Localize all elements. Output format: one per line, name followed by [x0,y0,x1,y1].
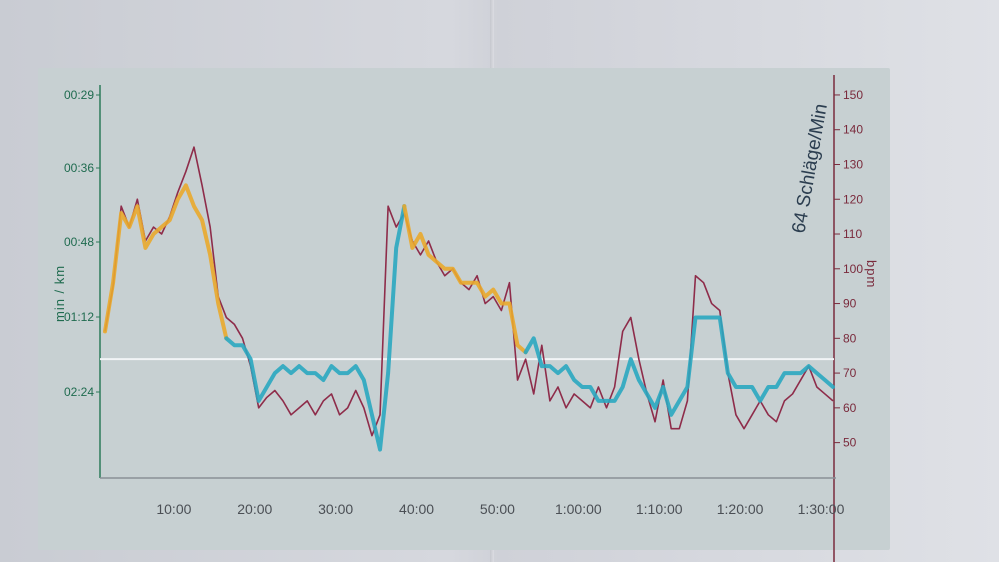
chart-panel [38,68,890,550]
x-tick-label: 1:30:00 [798,501,845,517]
left-tick-label: 01:12 [64,310,94,324]
right-tick-label: 100 [843,262,863,276]
left-tick-label: 00:36 [64,161,94,175]
pace-line-segment [224,204,407,452]
x-tick-label: 1:20:00 [717,501,764,517]
right-tick-label: 60 [843,401,857,415]
right-tick-label: 140 [843,123,863,137]
pace-line-segment [523,315,835,417]
right-tick-labels: 150 140 130 120 110 100 90 80 70 60 50 [834,88,863,450]
x-tick-label: 50:00 [480,501,515,517]
heart-rate-line [104,146,834,437]
right-tick-label: 90 [843,297,857,311]
right-tick-label: 50 [843,436,857,450]
right-tick-label: 120 [843,192,863,206]
pace-line-segment [103,183,229,341]
x-tick-label: 30:00 [318,501,353,517]
x-tick-label: 10:00 [156,501,191,517]
left-tick-label: 00:48 [64,235,94,249]
right-tick-label: 150 [843,88,863,102]
left-tick-label: 00:29 [64,88,94,102]
right-tick-label: 130 [843,157,863,171]
x-tick-label: 40:00 [399,501,434,517]
series-layer [103,146,835,452]
right-axis-title: bpm [864,260,879,288]
x-tick-label: 1:00:00 [555,501,602,517]
chart-title: 64 Schläge/Min [789,102,832,235]
x-tick-label: 20:00 [237,501,272,517]
left-tick-label: 02:24 [64,385,94,399]
x-tick-labels: 10:00 20:00 30:00 40:00 50:00 1:00:00 1:10:00 1… [156,501,844,517]
x-tick-label: 1:10:00 [636,501,683,517]
pace-line-segment [402,204,528,355]
left-axis-title: min / km [52,265,67,322]
right-tick-label: 110 [843,227,862,241]
right-tick-label: 80 [843,331,857,345]
right-tick-label: 70 [843,366,857,380]
left-tick-labels: 00:29 00:36 00:48 01:12 02:24 [64,88,100,399]
